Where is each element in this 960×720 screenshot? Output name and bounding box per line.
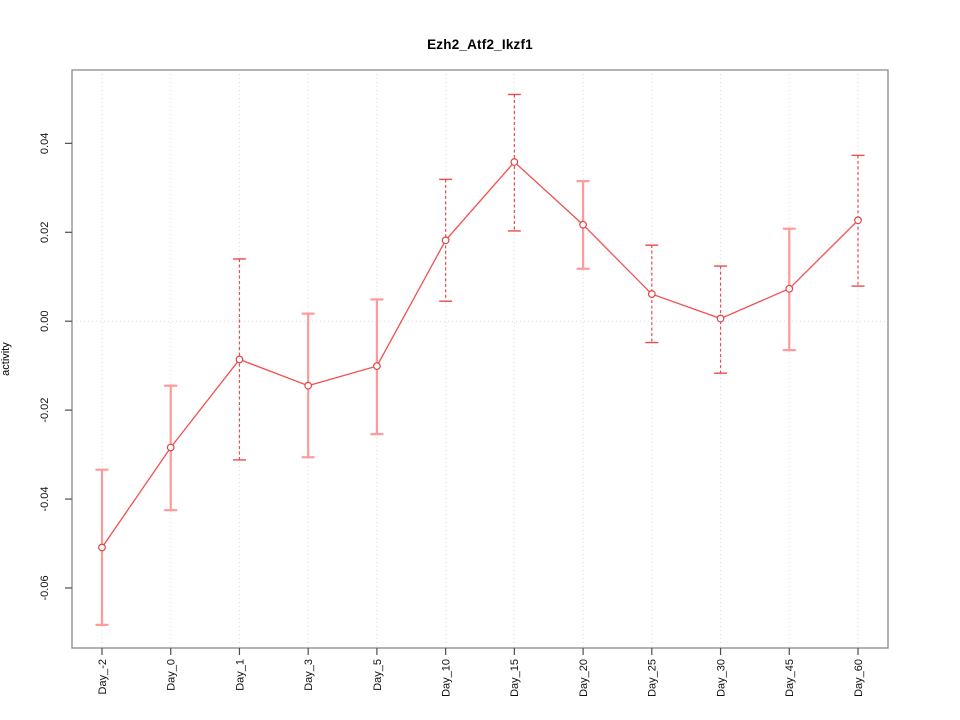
data-point-marker <box>304 381 313 390</box>
x-tick-label: Day_0 <box>166 659 178 691</box>
y-tick-label: 0.02 <box>39 222 51 243</box>
data-point-marker <box>441 236 450 245</box>
x-tick-label: Day_10 <box>440 659 452 697</box>
chart-title: Ezh2_Atf2_Ikzf1 <box>427 37 533 52</box>
data-point-marker <box>166 443 175 452</box>
x-tick-label: Day_5 <box>372 659 384 691</box>
data-point-marker <box>716 314 725 323</box>
x-tick-label: Day_1 <box>234 659 246 691</box>
x-tick-label: Day_45 <box>784 659 796 697</box>
y-tick-label: 0.00 <box>39 310 51 331</box>
y-axis-label: activity <box>0 342 12 376</box>
data-point-marker <box>785 284 794 293</box>
data-point-marker <box>373 362 381 371</box>
y-tick-label: 0.04 <box>39 133 51 154</box>
data-point-marker <box>854 216 862 225</box>
x-tick-label: Day_3 <box>303 659 315 691</box>
series-line <box>101 161 859 548</box>
data-point-marker <box>98 543 106 552</box>
data-point-marker <box>235 355 244 364</box>
y-tick-label: -0.02 <box>39 398 51 423</box>
data-point-marker <box>647 290 656 298</box>
x-tick-label: Day_30 <box>715 659 727 697</box>
x-tick-label: Day_25 <box>647 659 659 697</box>
data-point-marker <box>510 158 519 166</box>
y-tick-label: -0.04 <box>39 487 51 512</box>
y-tick-label: -0.06 <box>39 575 51 600</box>
plot-box <box>71 69 889 649</box>
x-tick-label: Day_60 <box>853 659 865 697</box>
x-tick-label: Day_20 <box>578 659 590 697</box>
x-tick-label: Day_-2 <box>97 659 109 694</box>
x-tick-label: Day_15 <box>509 659 521 697</box>
data-point-marker <box>579 220 587 229</box>
